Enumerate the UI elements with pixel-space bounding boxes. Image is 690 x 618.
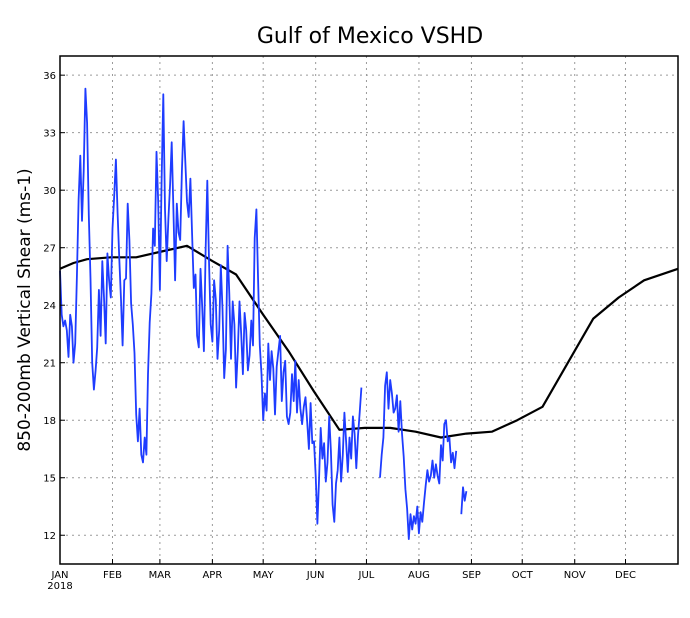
plot-frame	[59, 55, 679, 565]
observed-line-3	[460, 486, 468, 515]
x-tick-label: OCT	[512, 570, 534, 581]
x-tick-label: FEB	[103, 570, 122, 581]
x-tick-label: JAN	[50, 570, 68, 581]
chart-title: Gulf of Mexico VSHD	[257, 24, 483, 49]
x-tick-label: JUL	[358, 570, 375, 581]
y-tick-label: 12	[43, 531, 56, 542]
x-tick-label: NOV	[564, 570, 586, 581]
x-tick-label: MAY	[253, 570, 275, 581]
x-tick-label: SEP	[462, 570, 481, 581]
observed-line-1	[59, 87, 363, 525]
observed-line-2	[379, 371, 458, 540]
x-tick-label: MAR	[149, 570, 171, 581]
x-tick-label: JUN	[306, 570, 325, 581]
grid-lines	[60, 56, 678, 564]
axis-ticks: 12 15 18 21 24 27 30 33 36 JAN FEB MAR APR MAY JUN JUL A…	[43, 71, 636, 581]
x-tick-label: DEC	[615, 570, 636, 581]
y-tick-label: 33	[43, 129, 56, 140]
y-tick-label: 18	[43, 416, 56, 427]
year-label: 2018	[47, 581, 72, 592]
y-tick-label: 24	[43, 301, 56, 312]
y-tick-label: 27	[43, 244, 56, 255]
series-lines	[59, 87, 679, 540]
y-tick-label: 15	[43, 474, 56, 485]
y-tick-label: 30	[43, 186, 56, 197]
y-tick-label: 36	[43, 71, 56, 82]
x-tick-label: AUG	[408, 570, 430, 581]
y-tick-label: 21	[43, 359, 56, 370]
y-axis-label: 850-200mb Vertical Shear (ms-1)	[15, 168, 35, 451]
x-tick-label: APR	[202, 570, 222, 581]
